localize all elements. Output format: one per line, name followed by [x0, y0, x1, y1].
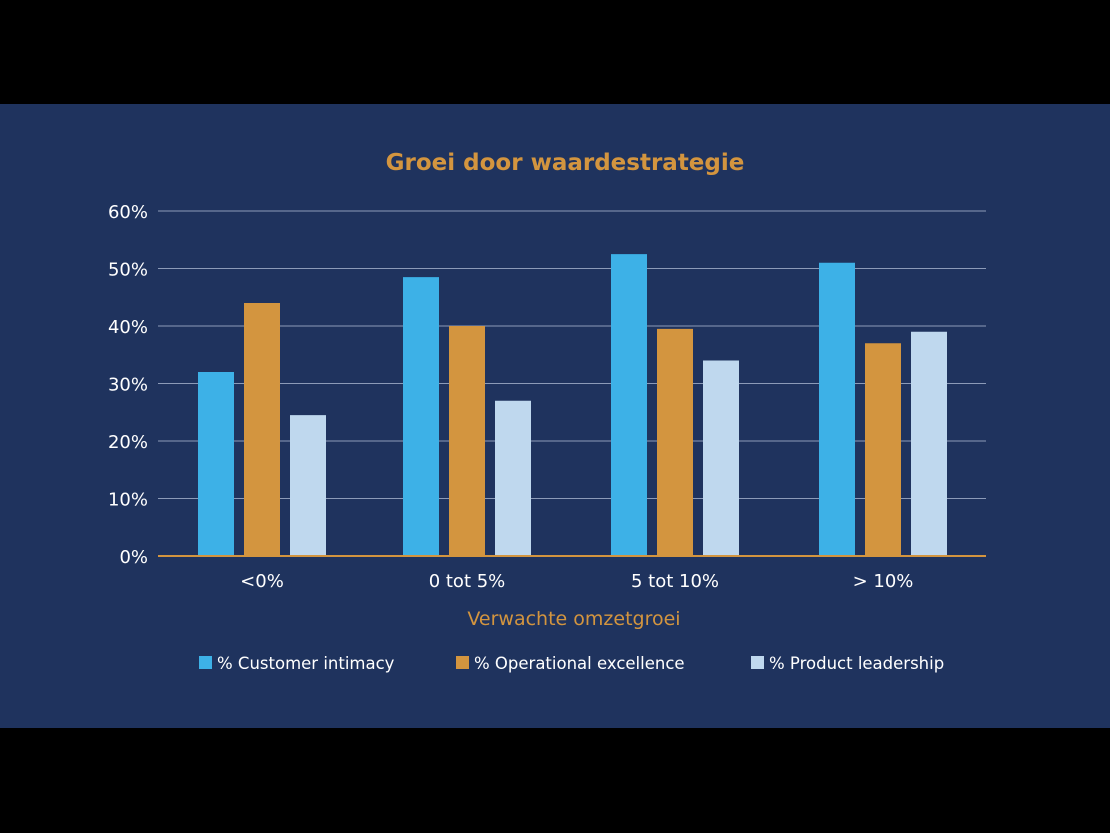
bar-1-1 — [198, 372, 234, 556]
y-tick-label: 10% — [108, 490, 148, 511]
legend-swatch — [199, 656, 212, 669]
x-axis-categories: <0% 0 tot 5% 5 tot 10% > 10% — [240, 571, 913, 592]
y-tick-label: 20% — [108, 432, 148, 453]
bar-1-4 — [819, 262, 855, 556]
x-category-label: 5 tot 10% — [631, 571, 719, 592]
bar-2-1 — [244, 303, 280, 556]
y-tick-label: 0% — [119, 547, 148, 568]
x-category-label: > 10% — [853, 571, 914, 592]
legend-label: % Customer intimacy — [217, 654, 395, 673]
bars — [198, 254, 947, 556]
bar-2-3 — [657, 328, 693, 556]
y-tick-label: 50% — [108, 260, 148, 281]
x-axis-label: Verwachte omzetgroei — [467, 608, 680, 630]
bar-3-2 — [495, 400, 531, 556]
bar-3-3 — [703, 360, 739, 556]
bar-1-3 — [611, 254, 647, 556]
y-axis-ticks: 0% 10% 20% 30% 40% 50% 60% — [108, 202, 148, 568]
grid-lines — [158, 210, 986, 499]
y-tick-label: 60% — [108, 202, 148, 223]
chart-title: Groei door waardestrategie — [386, 150, 745, 176]
legend-label: % Operational excellence — [474, 654, 685, 673]
x-category-label: 0 tot 5% — [429, 571, 506, 592]
bar-1-2 — [403, 277, 439, 556]
legend-swatch — [456, 656, 469, 669]
y-tick-label: 40% — [108, 317, 148, 338]
x-category-label: <0% — [240, 571, 284, 592]
legend-label: % Product leadership — [769, 654, 944, 673]
y-tick-label: 30% — [108, 375, 148, 396]
bar-2-2 — [449, 326, 485, 556]
legend-swatch — [751, 656, 764, 669]
legend: % Customer intimacy % Operational excelle… — [199, 654, 944, 673]
bar-3-4 — [911, 331, 947, 556]
bar-2-4 — [865, 343, 901, 556]
bar-3-1 — [290, 415, 326, 556]
